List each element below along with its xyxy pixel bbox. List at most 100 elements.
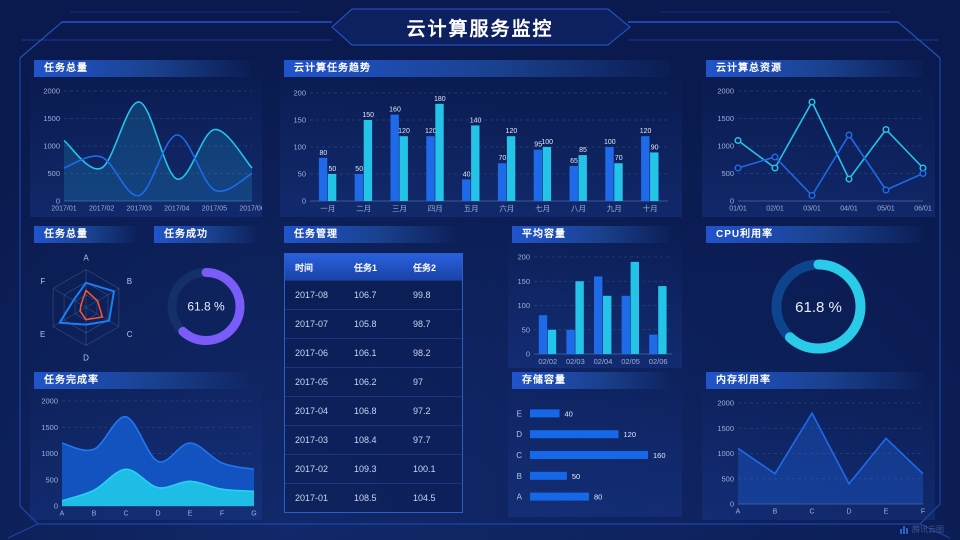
storage_capacity-svg: E 40 D 120 C 160 B 50 A 80 [516,409,666,502]
task-total-radar-chart: A B C D E F [30,243,142,368]
table-cell: 97 [413,377,424,387]
svg-text:D: D [516,430,522,439]
svg-text:2017/02: 2017/02 [89,206,114,213]
svg-text:02/04: 02/04 [594,357,613,366]
panel-average-capacity: 平均容量 0 50 100 150 200 02/02 02/03 02/04 02/05 02/… [508,226,682,368]
svg-text:2000: 2000 [43,87,60,96]
svg-text:1000: 1000 [43,142,60,151]
memory-utilization-chart: 0 500 1000 1500 2000 A B C D E F [702,389,935,520]
svg-text:02/02: 02/02 [538,357,557,366]
svg-text:500: 500 [47,169,60,178]
table-cell: 2017-05 [295,377,329,387]
svg-text:120: 120 [398,128,410,135]
panel-cpu-utilization: CPU利用率 61.8 % [702,226,935,368]
svg-text:05/01: 05/01 [877,206,895,213]
svg-text:六月: 六月 [499,203,514,213]
table-header-cell-time: 时间 [295,262,314,273]
table-cell: 106.7 [354,290,377,300]
cloud-task-trend-title: 云计算任务趋势 [284,60,670,77]
table-cell: 2017-01 [295,493,329,503]
svg-text:01/01: 01/01 [729,206,747,213]
svg-text:一月: 一月 [320,204,335,213]
svg-text:150: 150 [362,112,374,119]
average_capacity-svg: 0 50 100 150 200 02/02 02/03 02/04 02/05 02/06 [517,253,672,366]
task-completion-chart: 0 500 1000 1500 2000 A B C D E F G [30,389,262,520]
task-success-gauge: 61.8 % [150,243,262,368]
svg-text:140: 140 [470,117,482,124]
panel-task-success: 任务成功 61.8 % [150,226,262,368]
svg-text:120: 120 [425,128,437,135]
cpu_gauge-svg: 61.8 % [771,259,866,354]
svg-text:2000: 2000 [41,397,58,406]
memory-utilization-title: 内存利用率 [706,372,923,389]
svg-text:2000: 2000 [717,399,734,408]
svg-text:F: F [220,511,224,518]
panel-task-total-line: 任务总量 0 500 1000 1500 2000 2017/01 2017/02 2017/… [30,60,262,217]
task_completion-svg: 0 500 1000 1500 2000 A B C D E F G [41,397,256,518]
svg-text:160: 160 [389,107,401,114]
table-row: 2017-02 109.3 100.1 [285,454,462,483]
svg-text:1500: 1500 [41,423,58,432]
memory_utilization-svg: 0 500 1000 1500 2000 A B C D E F [717,399,925,516]
table-cell: 2017-03 [295,435,329,445]
table-cell: 105.8 [354,319,377,329]
panel-task-management: 任务管理 时间 任务1 任务2 2017-08 106.7 99.8 2017-07 1… [280,226,467,513]
svg-text:03/01: 03/01 [803,206,821,213]
svg-text:B: B [92,511,97,518]
table-cell: 109.3 [354,464,377,474]
svg-text:D: D [846,509,851,516]
svg-text:F: F [40,277,45,286]
svg-text:五月: 五月 [464,204,479,213]
svg-text:2017/04: 2017/04 [164,206,189,213]
table-cell: 108.4 [354,435,377,445]
svg-text:A: A [60,511,65,518]
panel-cloud-task-trend: 云计算任务趋势 0 50 100 150 200 一月 二月 三月 四月 五月 六月 七月 八月 九月 十月… [280,60,682,217]
table-cell: 2017-02 [295,464,329,474]
svg-text:2017/06: 2017/06 [239,206,262,213]
svg-text:C: C [123,511,128,518]
svg-text:50: 50 [355,166,363,173]
svg-text:150: 150 [517,277,530,286]
svg-text:D: D [155,511,160,518]
watermark-label: 腾讯云图 [912,525,944,534]
svg-text:七月: 七月 [535,204,550,213]
svg-text:2017/01: 2017/01 [51,206,76,213]
table-row: 2017-04 106.8 97.2 [285,396,462,425]
table-row: 2017-06 106.1 98.2 [285,338,462,367]
table-row: 2017-07 105.8 98.7 [285,309,462,338]
svg-text:1500: 1500 [717,424,734,433]
table-cell: 2017-06 [295,348,329,358]
svg-text:120: 120 [640,128,652,135]
svg-text:50: 50 [298,170,306,179]
svg-text:100: 100 [293,143,306,152]
cpu-utilization-gauge: 61.8 % [702,243,935,368]
svg-text:0: 0 [730,500,734,509]
svg-text:1000: 1000 [41,449,58,458]
svg-text:120: 120 [624,430,637,439]
svg-text:A: A [736,509,741,516]
panel-cloud-total-resources: 云计算总资源 0 500 1000 1500 2000 01/01 02/01 03/01 04… [702,60,935,217]
task-table: 时间 任务1 任务2 2017-08 106.7 99.8 2017-07 105.8 9… [284,253,463,513]
cloud-task-trend-chart: 0 50 100 150 200 一月 二月 三月 四月 五月 六月 七月 八月 九月 十月 80 50 160 1… [280,77,682,217]
task_total_line-svg: 0 500 1000 1500 2000 2017/01 2017/02 2017/03 201… [43,87,262,213]
table-cell: 98.2 [413,348,431,358]
cpu-utilization-title: CPU利用率 [706,226,923,243]
svg-text:1500: 1500 [43,114,60,123]
svg-text:F: F [921,509,925,516]
svg-text:C: C [127,330,133,339]
svg-text:G: G [251,511,256,518]
average-capacity-title: 平均容量 [512,226,670,243]
svg-text:80: 80 [320,150,328,157]
table-row: 2017-05 106.2 97 [285,367,462,396]
panel-task-total-radar: 任务总量 A B C D E F [30,226,142,368]
task-management-title: 任务管理 [284,226,455,243]
svg-text:02/03: 02/03 [566,357,585,366]
table-cell: 2017-08 [295,290,329,300]
svg-text:十月: 十月 [643,203,658,213]
svg-text:1500: 1500 [717,114,734,123]
cloud_total_resources-svg: 0 500 1000 1500 2000 01/01 02/01 03/01 04/01 05/0… [717,87,932,213]
average-capacity-chart: 0 50 100 150 200 02/02 02/03 02/04 02/05 02/06 [508,243,682,368]
svg-text:B: B [127,277,132,286]
svg-text:三月: 三月 [392,204,407,213]
